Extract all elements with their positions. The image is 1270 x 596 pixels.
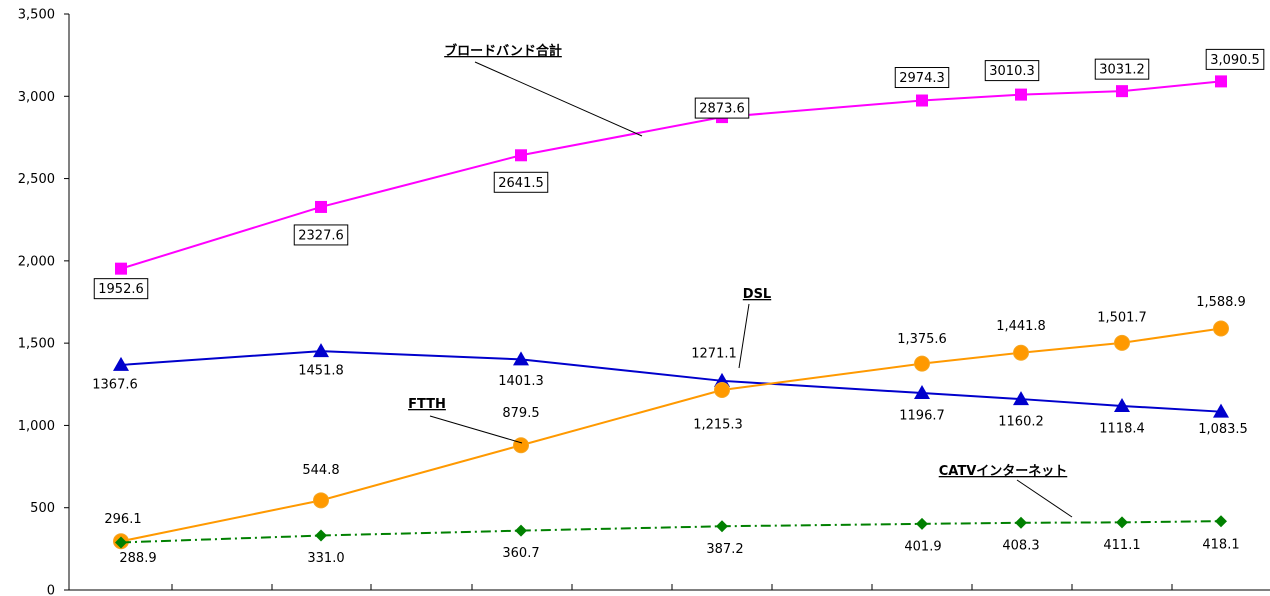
data-label: 1451.8 (298, 364, 344, 379)
x-axis-ticks (171, 584, 1173, 590)
point-marker-square (1215, 75, 1227, 88)
y-tick-label: 3,000 (18, 90, 55, 105)
data-label: 879.5 (502, 406, 539, 421)
point-marker-triangle (1213, 403, 1229, 418)
data-label: 3031.2 (1099, 63, 1145, 78)
point-marker-triangle (1013, 391, 1029, 406)
y-tick-label: 3,500 (18, 8, 55, 23)
data-label: 1,215.3 (693, 417, 743, 432)
point-marker-diamond (1015, 516, 1027, 529)
data-label: 544.8 (302, 463, 339, 478)
y-tick-label: 2,000 (18, 254, 55, 269)
data-label: 401.9 (904, 539, 941, 554)
data-label-box (93, 278, 149, 300)
point-marker-circle (313, 492, 329, 509)
callout-leaders (429, 61, 1073, 518)
data-label-box (1205, 48, 1265, 70)
point-marker-square (916, 94, 928, 107)
callout-leader-line (429, 415, 523, 444)
data-label: 331.0 (307, 551, 344, 566)
y-tick-label: 1,500 (18, 337, 55, 352)
data-label: 288.9 (119, 551, 156, 566)
point-marker-circle (914, 355, 930, 372)
point-marker-triangle (513, 351, 529, 366)
data-label: 387.2 (706, 542, 743, 557)
data-label: 1,083.5 (1198, 422, 1248, 437)
point-marker-triangle (113, 356, 129, 371)
series-line (120, 350, 1222, 413)
data-label-box (293, 224, 349, 246)
point-marker-square (1015, 88, 1027, 101)
data-label-box (894, 67, 950, 89)
data-label: 2641.5 (498, 176, 544, 191)
data-label: 408.3 (1002, 538, 1039, 553)
point-marker-circle (513, 437, 529, 454)
point-marker-circle (714, 381, 730, 398)
data-label-box (493, 171, 549, 193)
data-label: 1271.1 (691, 346, 737, 361)
callout-leader-line (1016, 479, 1073, 518)
point-marker-diamond (1215, 515, 1227, 528)
data-label: 3010.3 (989, 64, 1035, 79)
data-label-box (984, 60, 1040, 82)
data-label-box (694, 97, 750, 119)
data-label: 1367.6 (92, 377, 138, 392)
data-label: 1,588.9 (1196, 295, 1246, 310)
data-label: 1,441.8 (996, 319, 1046, 334)
point-marker-circle (1114, 334, 1130, 351)
callout-leader-line (474, 61, 643, 137)
y-tick-label: 0 (47, 584, 55, 596)
series-line (120, 327, 1222, 543)
y-tick-label: 500 (30, 501, 55, 516)
data-label: 1196.7 (899, 409, 945, 424)
series-name-label: CATVインターネット (939, 464, 1068, 479)
data-label: 296.1 (104, 512, 141, 527)
series-line (120, 520, 1222, 544)
point-marker-diamond (515, 524, 527, 537)
y-tick-label: 1,000 (18, 419, 55, 434)
data-label-box (1094, 58, 1150, 80)
point-marker-square (315, 200, 327, 213)
series-line (120, 80, 1222, 270)
series-name-label: DSL (743, 287, 771, 302)
point-marker-square (115, 262, 127, 275)
data-label: 360.7 (502, 546, 539, 561)
point-marker-square (1116, 85, 1128, 98)
point-marker-diamond (716, 520, 728, 533)
callout-leader-line (738, 303, 750, 369)
point-marker-diamond (916, 517, 928, 530)
point-marker-circle (1013, 344, 1029, 361)
data-label: 1401.3 (498, 374, 544, 389)
data-label: 1118.4 (1099, 421, 1145, 436)
series-name-label: FTTH (408, 397, 446, 412)
data-label: 2873.6 (699, 102, 745, 117)
point-marker-triangle (313, 343, 329, 358)
data-label: 3,090.5 (1210, 53, 1260, 68)
point-marker-triangle (914, 385, 930, 400)
point-marker-diamond (1116, 516, 1128, 529)
series-group: 1952.6 2327.6 2641.5 2873.6 2974.3 3010.3 3031… (92, 48, 1265, 566)
data-label: 1160.2 (998, 415, 1044, 430)
point-marker-square (515, 149, 527, 162)
point-marker-diamond (115, 536, 127, 549)
y-tick-label: 2,500 (18, 172, 55, 187)
point-marker-diamond (315, 529, 327, 542)
data-label: 2327.6 (298, 228, 344, 243)
data-label: 2974.3 (899, 71, 945, 86)
data-label: 1,501.7 (1097, 310, 1147, 325)
data-label: 411.1 (1103, 538, 1140, 553)
data-label: 1,375.6 (897, 332, 947, 347)
data-label: 1952.6 (98, 282, 144, 297)
point-marker-triangle (1114, 397, 1130, 412)
series-name-labels: ブロードバンド合計 DSL FTTH CATVインターネット (408, 43, 1067, 479)
y-axis-ticks: 0 500 1,000 1,500 2,000 2,500 3,000 3,500 (18, 8, 69, 596)
data-label: 418.1 (1202, 538, 1239, 553)
series-name-label: ブロードバンド合計 (444, 43, 562, 59)
point-marker-circle (1213, 320, 1229, 337)
